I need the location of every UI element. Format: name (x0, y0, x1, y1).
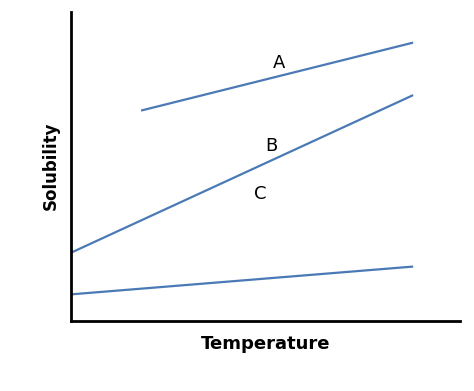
Y-axis label: Solubility: Solubility (42, 122, 60, 210)
Text: B: B (265, 137, 278, 155)
Text: C: C (254, 185, 266, 203)
Text: A: A (273, 54, 286, 72)
X-axis label: Temperature: Temperature (201, 335, 330, 353)
